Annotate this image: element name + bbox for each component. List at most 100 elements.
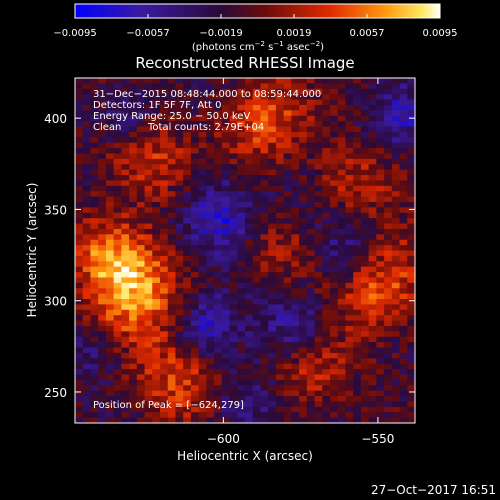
heatmap-cell — [206, 212, 215, 219]
heatmap-cell — [275, 121, 285, 127]
heatmap-cell — [190, 325, 200, 332]
heatmap-cell — [360, 363, 370, 370]
heatmap-cell — [407, 369, 415, 375]
heatmap-cell — [105, 115, 115, 122]
heatmap-cell — [314, 369, 323, 375]
heatmap-cell — [268, 148, 277, 154]
heatmap-cell — [330, 169, 339, 176]
heatmap-cell — [75, 153, 84, 160]
heatmap-cell — [105, 358, 115, 365]
heatmap-cell — [245, 379, 254, 386]
heatmap-cell — [252, 379, 261, 386]
heatmap-cell — [144, 336, 153, 343]
heatmap-cell — [190, 315, 200, 321]
heatmap-cell — [129, 255, 138, 262]
heatmap-cell — [245, 282, 254, 289]
heatmap-cell — [283, 185, 292, 192]
heatmap-cell — [360, 223, 370, 230]
heatmap-cell — [368, 126, 377, 133]
heatmap-cell — [353, 239, 362, 246]
heatmap-cell — [229, 347, 238, 354]
heatmap-cell — [105, 196, 115, 203]
heatmap-cell — [345, 417, 354, 423]
heatmap-cell — [283, 201, 292, 208]
heatmap-cell — [98, 401, 107, 408]
heatmap-cell — [136, 304, 145, 311]
heatmap-cell — [275, 83, 285, 90]
heatmap-cell — [384, 288, 393, 295]
heatmap-cell — [121, 121, 130, 127]
heatmap-cell — [337, 104, 346, 111]
heatmap-cell — [376, 315, 385, 321]
heatmap-cell — [345, 126, 354, 133]
heatmap-cell — [299, 342, 308, 348]
heatmap-cell — [206, 126, 215, 133]
heatmap-cell — [136, 282, 145, 289]
heatmap-cell — [152, 137, 161, 144]
heatmap-cell — [322, 121, 331, 127]
heatmap-cell — [206, 191, 215, 197]
heatmap-cell — [407, 196, 415, 203]
heatmap-cell — [129, 223, 138, 230]
heatmap-cell — [314, 137, 323, 144]
heatmap-cell — [268, 342, 277, 348]
heatmap-cell — [183, 131, 192, 138]
heatmap-cell — [183, 401, 192, 408]
heatmap-cell — [167, 369, 176, 375]
heatmap-cell — [98, 99, 107, 106]
heatmap-cell — [183, 180, 192, 187]
heatmap-cell — [183, 185, 192, 192]
heatmap-cell — [75, 191, 84, 197]
heatmap-cell — [144, 218, 153, 224]
heatmap-cell — [136, 288, 145, 295]
heatmap-cell — [121, 185, 130, 192]
heatmap-cell — [75, 320, 84, 327]
heatmap-cell — [322, 358, 331, 365]
heatmap-cell — [299, 148, 308, 154]
heatmap-cell — [129, 239, 138, 246]
heatmap-cell — [345, 164, 354, 171]
heatmap-cell — [136, 94, 145, 100]
heatmap-cell — [105, 175, 115, 181]
heatmap-cell — [391, 412, 400, 419]
heatmap-cell — [291, 239, 300, 246]
heatmap-cell — [306, 401, 315, 408]
heatmap-cell — [275, 110, 285, 117]
heatmap-cell — [136, 110, 145, 117]
heatmap-cell — [105, 272, 115, 278]
heatmap-cell — [252, 185, 261, 192]
heatmap-cell — [245, 277, 254, 284]
heatmap-cell — [121, 363, 130, 370]
heatmap-cell — [75, 272, 84, 278]
heatmap-cell — [82, 78, 91, 84]
heatmap-cell — [90, 304, 99, 311]
heatmap-cell — [314, 234, 323, 241]
heatmap-cell — [291, 347, 300, 354]
heatmap-cell — [98, 304, 107, 311]
heatmap-cell — [136, 218, 145, 224]
heatmap-cell — [399, 288, 408, 295]
heatmap-cell — [167, 266, 176, 273]
heatmap-cell — [206, 196, 215, 203]
heatmap-cell — [183, 137, 192, 144]
heatmap-cell — [82, 347, 91, 354]
heatmap-cell — [175, 142, 184, 149]
heatmap-cell — [152, 191, 161, 197]
heatmap-cell — [260, 320, 269, 327]
heatmap-cell — [337, 234, 346, 241]
heatmap-cell — [144, 277, 153, 284]
heatmap-cell — [337, 331, 346, 338]
heatmap-cell — [345, 239, 354, 246]
heatmap-cell — [183, 374, 192, 381]
heatmap-cell — [345, 255, 354, 262]
heatmap-cell — [260, 250, 269, 257]
heatmap-cell — [384, 379, 393, 386]
heatmap-cell — [322, 88, 331, 95]
heatmap-cell — [175, 180, 184, 187]
heatmap-cell — [391, 325, 400, 332]
heatmap-cell — [376, 175, 385, 181]
heatmap-cell — [90, 315, 99, 321]
heatmap-cell — [82, 142, 91, 149]
heatmap-cell — [160, 191, 169, 197]
heatmap-cell — [306, 255, 315, 262]
